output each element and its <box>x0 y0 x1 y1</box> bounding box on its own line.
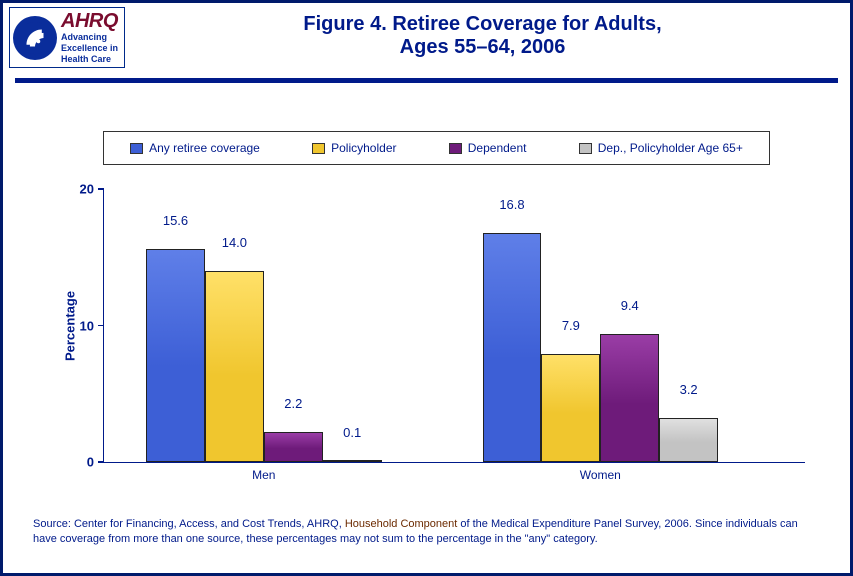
y-axis-title: Percentage <box>63 290 78 360</box>
source-note: Source: Center for Financing, Access, an… <box>33 517 820 547</box>
ahrq-wordmark: AHRQ <box>61 11 118 31</box>
bar-value-label: 16.8 <box>499 197 524 215</box>
bar-value-label: 15.6 <box>163 213 188 231</box>
ahrq-tagline-1: Advancing <box>61 33 118 42</box>
bar <box>541 354 600 462</box>
hhs-seal-icon <box>13 16 57 60</box>
legend-swatch <box>312 143 325 154</box>
slide-container: AHRQ Advancing Excellence in Health Care… <box>0 0 853 576</box>
plot-area: Percentage 0102015.614.02.20.1Men16.87.9… <box>103 189 805 463</box>
legend-item: Policyholder <box>312 141 396 155</box>
legend-label: Policyholder <box>331 141 396 155</box>
legend: Any retiree coverage Policyholder Dependen… <box>103 131 770 165</box>
bar <box>146 249 205 462</box>
legend-label: Dep., Policyholder Age 65+ <box>598 141 743 155</box>
legend-label: Any retiree coverage <box>149 141 260 155</box>
bar-value-label: 14.0 <box>222 235 247 253</box>
y-tick-label: 0 <box>87 455 94 470</box>
bar <box>205 271 264 462</box>
bar-value-label: 7.9 <box>562 318 580 336</box>
source-pre: Source: Center for Financing, Access, an… <box>33 518 345 530</box>
bar-value-label: 3.2 <box>680 382 698 400</box>
y-tick <box>98 188 104 190</box>
y-tick <box>98 325 104 327</box>
legend-swatch <box>130 143 143 154</box>
title-line-2: Ages 55–64, 2006 <box>125 36 840 59</box>
x-category-label: Men <box>252 468 275 482</box>
y-tick <box>98 461 104 463</box>
source-emphasis: Household Component <box>345 518 458 530</box>
header-rule <box>15 78 838 83</box>
ahrq-logo-text: AHRQ Advancing Excellence in Health Care <box>61 11 118 64</box>
legend-item: Dep., Policyholder Age 65+ <box>579 141 743 155</box>
y-tick-label: 20 <box>80 182 94 197</box>
legend-label: Dependent <box>468 141 527 155</box>
chart: Any retiree coverage Policyholder Dependen… <box>63 131 810 483</box>
logo-block: AHRQ Advancing Excellence in Health Care <box>9 7 125 68</box>
bar-value-label: 2.2 <box>284 396 302 414</box>
legend-item: Any retiree coverage <box>130 141 260 155</box>
bar-value-label: 0.1 <box>343 425 361 443</box>
bar <box>659 418 718 462</box>
title-line-1: Figure 4. Retiree Coverage for Adults, <box>125 13 840 36</box>
figure-title: Figure 4. Retiree Coverage for Adults, A… <box>125 7 840 59</box>
header: AHRQ Advancing Excellence in Health Care… <box>3 3 850 68</box>
legend-item: Dependent <box>449 141 527 155</box>
bar <box>483 233 542 462</box>
bar <box>323 460 382 462</box>
legend-swatch <box>449 143 462 154</box>
y-tick-label: 10 <box>80 318 94 333</box>
bar <box>264 432 323 462</box>
bar-value-label: 9.4 <box>621 298 639 316</box>
ahrq-tagline-3: Health Care <box>61 55 118 64</box>
bar <box>600 334 659 462</box>
ahrq-tagline-2: Excellence in <box>61 44 118 53</box>
x-category-label: Women <box>580 468 621 482</box>
legend-swatch <box>579 143 592 154</box>
